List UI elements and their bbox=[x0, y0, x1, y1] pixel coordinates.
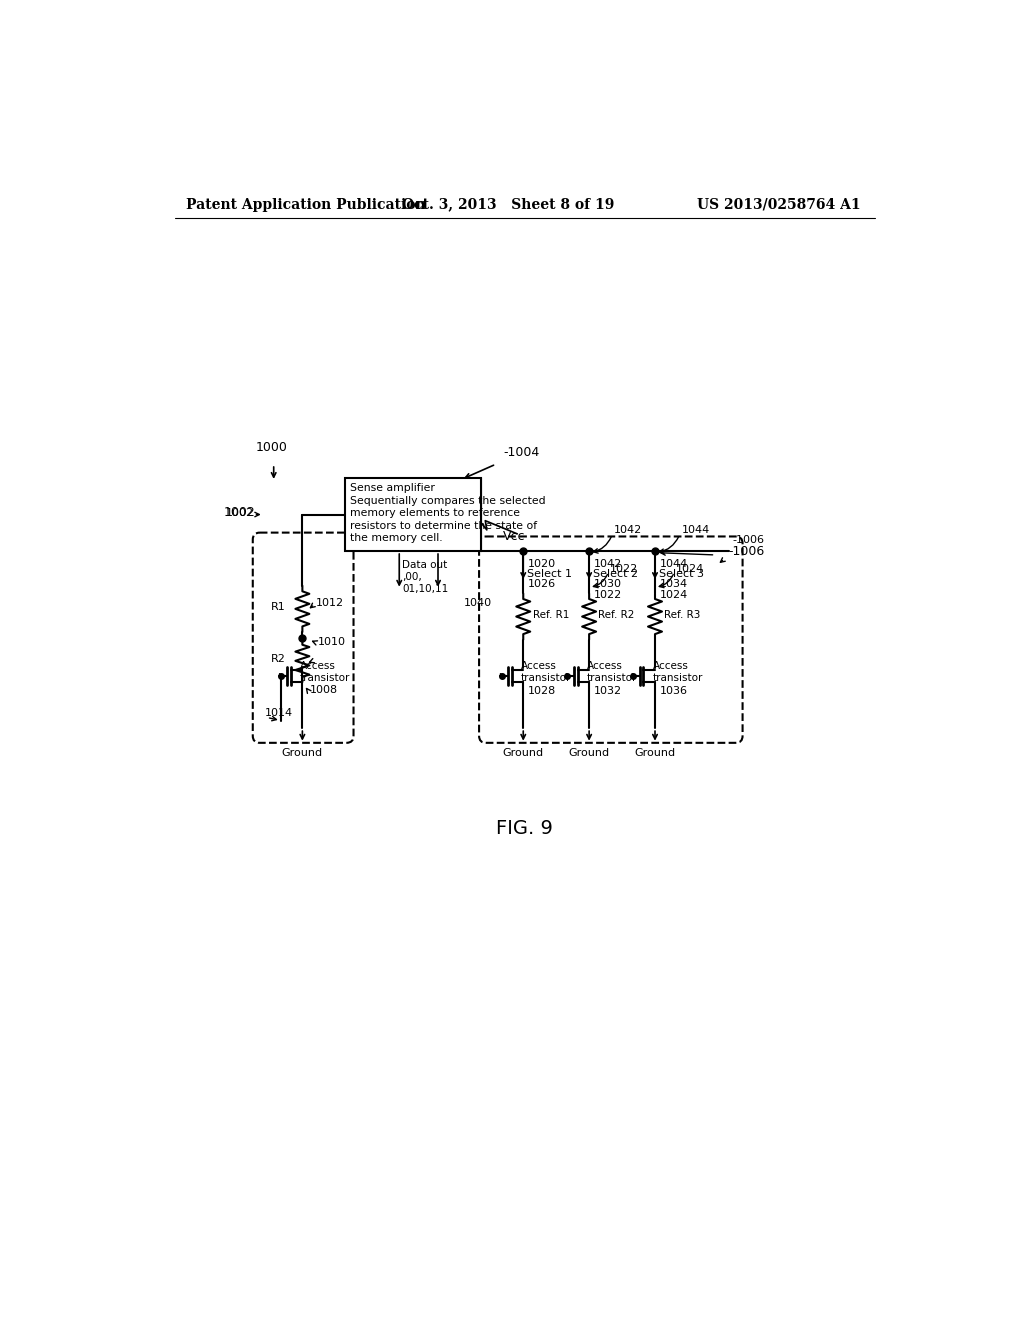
Text: Ground: Ground bbox=[635, 748, 676, 758]
Text: 1042: 1042 bbox=[594, 558, 622, 569]
Text: Ground: Ground bbox=[568, 748, 609, 758]
Text: FIG. 9: FIG. 9 bbox=[497, 818, 553, 838]
Text: 1034: 1034 bbox=[659, 579, 688, 589]
Text: 1030: 1030 bbox=[594, 579, 622, 589]
Text: US 2013/0258764 A1: US 2013/0258764 A1 bbox=[696, 198, 860, 211]
Text: Select 2: Select 2 bbox=[593, 569, 638, 579]
Text: 1044: 1044 bbox=[681, 524, 710, 535]
Text: Access
transistor: Access transistor bbox=[521, 661, 571, 682]
Text: Vcc: Vcc bbox=[503, 531, 525, 544]
Text: 1040: 1040 bbox=[464, 598, 492, 609]
Text: 1002: 1002 bbox=[224, 506, 256, 519]
Text: Access
transistor: Access transistor bbox=[587, 661, 637, 682]
Text: 1028: 1028 bbox=[528, 686, 556, 696]
FancyBboxPatch shape bbox=[345, 478, 480, 552]
Text: 1024: 1024 bbox=[659, 590, 688, 599]
Text: Ground: Ground bbox=[503, 748, 544, 758]
Text: 1026: 1026 bbox=[528, 579, 556, 589]
Text: Ref. R3: Ref. R3 bbox=[665, 610, 700, 620]
Text: Select 1: Select 1 bbox=[527, 569, 572, 579]
Text: 1024: 1024 bbox=[676, 564, 705, 574]
Text: 1042: 1042 bbox=[614, 524, 642, 535]
Text: Select 3: Select 3 bbox=[658, 569, 703, 579]
Text: 1044: 1044 bbox=[659, 558, 688, 569]
Text: 1032: 1032 bbox=[594, 686, 622, 696]
Text: Oct. 3, 2013   Sheet 8 of 19: Oct. 3, 2013 Sheet 8 of 19 bbox=[401, 198, 614, 211]
Text: 1036: 1036 bbox=[659, 686, 688, 696]
Text: 1022: 1022 bbox=[610, 564, 638, 574]
Text: 1010: 1010 bbox=[317, 638, 346, 647]
Text: ‐1006: ‐1006 bbox=[732, 535, 765, 545]
Text: 1002: 1002 bbox=[226, 508, 254, 517]
Text: Access
transistor: Access transistor bbox=[652, 661, 703, 682]
Text: Sense amplifier
Sequentially compares the selected
memory elements to reference
: Sense amplifier Sequentially compares th… bbox=[349, 483, 545, 543]
Text: 1014: 1014 bbox=[265, 708, 293, 718]
Text: R2: R2 bbox=[270, 655, 286, 664]
Text: Ref. R1: Ref. R1 bbox=[532, 610, 569, 620]
Text: ‐1006: ‐1006 bbox=[729, 545, 765, 558]
Text: 1020: 1020 bbox=[528, 558, 556, 569]
Text: Ground: Ground bbox=[282, 748, 323, 758]
Text: 1000: 1000 bbox=[256, 441, 288, 454]
Text: Access
transistor: Access transistor bbox=[300, 661, 350, 682]
Text: Data out
,00,
01,10,11: Data out ,00, 01,10,11 bbox=[402, 560, 449, 594]
Text: Patent Application Publication: Patent Application Publication bbox=[186, 198, 426, 211]
Text: R1: R1 bbox=[270, 602, 286, 612]
Text: Ref. R2: Ref. R2 bbox=[598, 610, 635, 620]
Text: 1022: 1022 bbox=[594, 590, 622, 599]
Text: 1008: 1008 bbox=[310, 685, 338, 694]
Text: 1012: 1012 bbox=[316, 598, 344, 607]
Text: ‐1004: ‐1004 bbox=[504, 446, 540, 459]
